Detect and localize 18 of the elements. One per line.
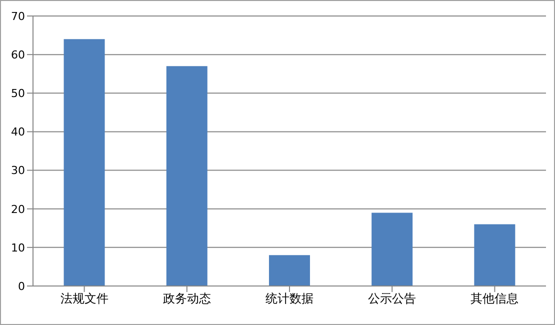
bar [474, 224, 516, 286]
x-tick-label: 公示公告 [368, 292, 416, 306]
y-tick-label: 60 [11, 48, 25, 62]
y-tick-label: 40 [11, 126, 25, 139]
bar [64, 39, 105, 286]
x-tick-label: 其他信息 [470, 292, 519, 306]
bar [268, 255, 310, 286]
bar [166, 66, 208, 286]
y-tick-label: 50 [11, 87, 25, 100]
x-tick-label: 政务动态 [162, 292, 211, 306]
y-tick-label: 70 [11, 10, 25, 23]
x-tick-label: 法规文件 [60, 292, 108, 306]
x-tick-label: 统计数据 [266, 292, 314, 306]
y-tick-label: 10 [11, 241, 25, 254]
bar [372, 212, 413, 286]
y-tick-label: 20 [11, 202, 25, 216]
y-tick-label: 0 [18, 280, 25, 293]
y-tick-label: 30 [11, 164, 25, 178]
